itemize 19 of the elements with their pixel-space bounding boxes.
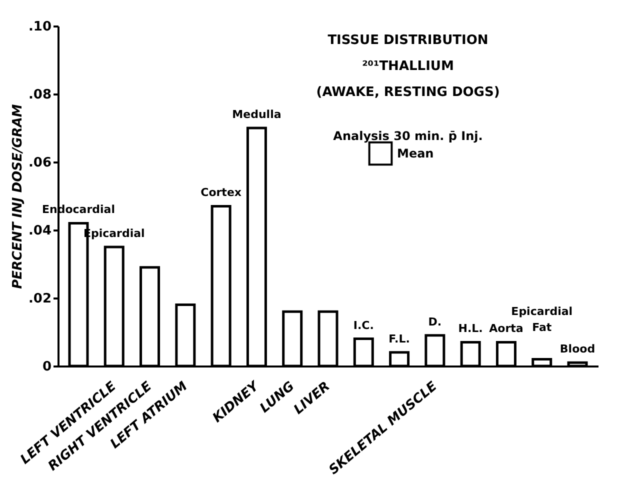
- data-label: Cortex: [200, 186, 242, 200]
- text: TISSUE DISTRIBUTION: [328, 33, 488, 48]
- data-label: Medulla: [232, 108, 282, 121]
- text: ²⁰¹THALLIUM (AWAKE, RESTING DOGS): [316, 59, 500, 100]
- y-tick-label: 0: [42, 360, 52, 374]
- data-label: H.L.: [458, 322, 483, 336]
- y-tick-label: .04: [28, 224, 52, 238]
- y-axis-title: PERCENT INJ DOSE/GRAM: [10, 104, 26, 289]
- data-label: D.: [428, 315, 442, 328]
- y-tick-label: .06: [28, 156, 52, 170]
- y-tick-label: .10: [28, 20, 52, 34]
- y-tick-label: .08: [28, 88, 52, 102]
- data-label: I.C.: [353, 318, 374, 332]
- data-label: F.L.: [388, 332, 410, 346]
- data-label: Aorta: [489, 322, 524, 336]
- annotation: Analysis 30 min. p̄ Inj.: [333, 129, 483, 143]
- y-tick-label: .02: [28, 292, 52, 306]
- legend-label: Mean: [397, 146, 434, 160]
- data-label: Blood: [560, 342, 596, 356]
